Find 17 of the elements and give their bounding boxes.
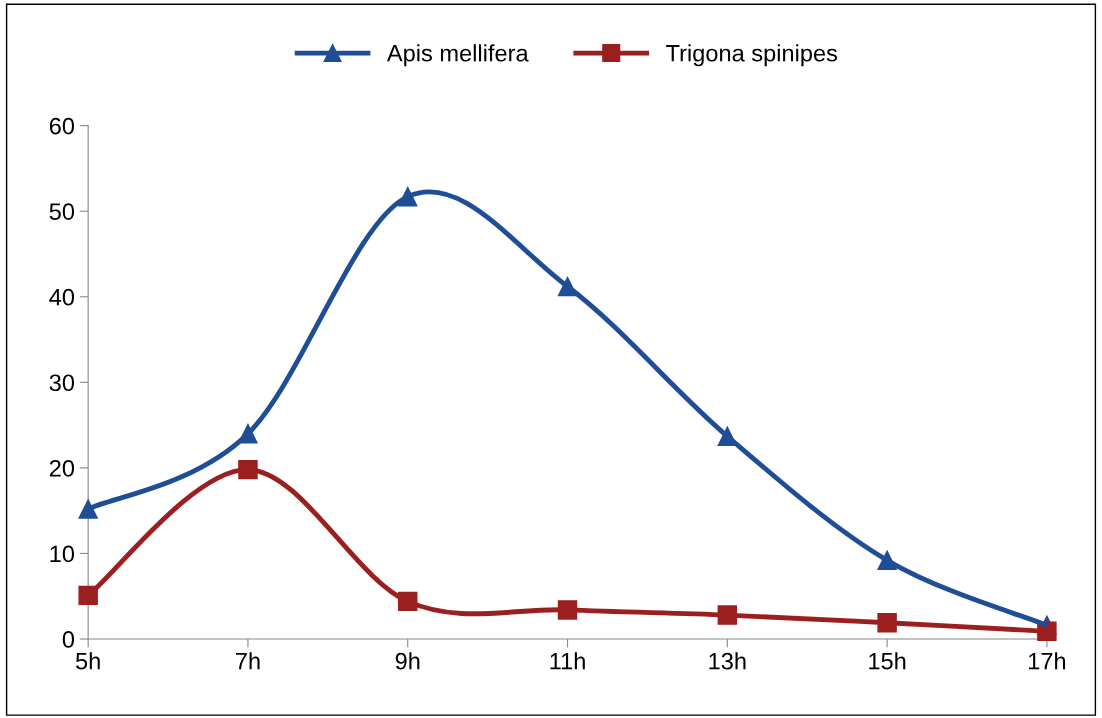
x-tick-label: 13h <box>709 652 746 670</box>
x-tick-label: 11h <box>550 652 585 670</box>
x-tick-label: 5h <box>75 652 100 670</box>
y-tick-label: 30 <box>49 374 75 392</box>
legend-label: Trigona spinipes <box>666 44 838 67</box>
x-tick-label: 9h <box>395 652 420 670</box>
x-tick-label: 17h <box>1029 652 1066 670</box>
legend-label: Apis mellifera <box>386 44 529 67</box>
y-tick-label: 60 <box>49 117 75 135</box>
y-tick-label: 50 <box>49 203 75 220</box>
y-tick-label: 10 <box>50 545 75 563</box>
x-tick-label: 7h <box>236 652 260 670</box>
y-tick-label: 0 <box>62 631 75 648</box>
y-tick-label: 20 <box>49 459 75 477</box>
x-tick-label: 15h <box>869 652 906 670</box>
y-tick-label: 40 <box>49 288 75 306</box>
point <box>78 499 98 519</box>
